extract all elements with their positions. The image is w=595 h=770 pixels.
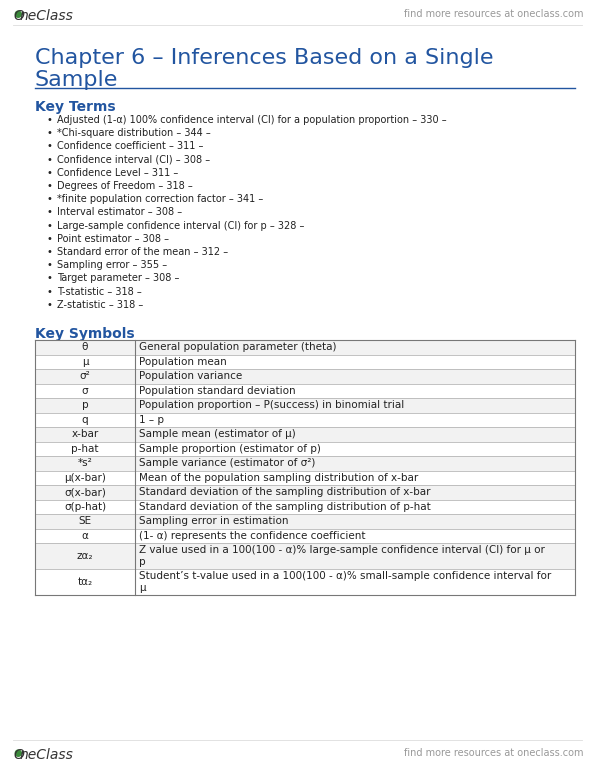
Text: Population proportion – P(success) in binomial trial: Population proportion – P(success) in bi… (139, 400, 404, 410)
Bar (35, 398, 575, 413)
Text: Sampling error – 355 –: Sampling error – 355 – (57, 260, 167, 270)
Text: •: • (47, 155, 53, 165)
Text: Key Symbols: Key Symbols (35, 327, 134, 341)
Bar (35, 514, 575, 528)
Text: σ(p-hat): σ(p-hat) (64, 502, 106, 512)
Text: Population variance: Population variance (139, 371, 242, 381)
Text: Confidence Level – 311 –: Confidence Level – 311 – (57, 168, 178, 178)
Bar (35, 340, 575, 354)
Bar (35, 569, 575, 595)
Text: Adjusted (1-α) 100% confidence interval (CI) for a population proportion – 330 –: Adjusted (1-α) 100% confidence interval … (57, 115, 447, 125)
Text: Sampling error in estimation: Sampling error in estimation (139, 516, 289, 526)
Bar (35, 354, 575, 369)
Text: p: p (82, 400, 88, 410)
Text: zα₂: zα₂ (77, 551, 93, 561)
Text: σ: σ (82, 386, 88, 396)
Text: μ(x-bar): μ(x-bar) (64, 473, 106, 483)
Text: Z-statistic – 318 –: Z-statistic – 318 – (57, 300, 143, 310)
Text: 1 – p: 1 – p (139, 415, 164, 425)
Text: Target parameter – 308 –: Target parameter – 308 – (57, 273, 179, 283)
Bar (35, 456, 575, 470)
Text: Confidence coefficient – 311 –: Confidence coefficient – 311 – (57, 142, 203, 152)
Bar (35, 441, 575, 456)
Text: Standard deviation of the sampling distribution of x-bar: Standard deviation of the sampling distr… (139, 487, 431, 497)
Text: Sample variance (estimator of σ²): Sample variance (estimator of σ²) (139, 458, 315, 468)
Bar (35, 470, 575, 485)
Text: *finite population correction factor – 341 –: *finite population correction factor – 3… (57, 194, 263, 204)
Text: find more resources at oneclass.com: find more resources at oneclass.com (403, 9, 583, 19)
Text: θ: θ (82, 342, 88, 352)
Text: •: • (47, 286, 53, 296)
Text: •: • (47, 142, 53, 152)
Bar (35, 543, 575, 569)
Text: Chapter 6 – Inferences Based on a Single: Chapter 6 – Inferences Based on a Single (35, 48, 493, 68)
Text: •: • (47, 115, 53, 125)
Text: α: α (82, 531, 89, 541)
Text: O: O (13, 9, 24, 23)
Text: SE: SE (79, 516, 92, 526)
Text: •: • (47, 260, 53, 270)
Text: x-bar: x-bar (71, 429, 99, 439)
Text: Interval estimator – 308 –: Interval estimator – 308 – (57, 207, 182, 217)
Text: Sample mean (estimator of μ): Sample mean (estimator of μ) (139, 429, 296, 439)
Text: Key Terms: Key Terms (35, 100, 115, 114)
Text: q: q (82, 415, 88, 425)
Text: Confidence interval (CI) – 308 –: Confidence interval (CI) – 308 – (57, 155, 210, 165)
Text: Degrees of Freedom – 318 –: Degrees of Freedom – 318 – (57, 181, 193, 191)
Bar (35, 383, 575, 398)
Text: Sample: Sample (35, 70, 118, 90)
Text: Standard deviation of the sampling distribution of p-hat: Standard deviation of the sampling distr… (139, 502, 431, 512)
Bar (35, 369, 575, 383)
Text: O: O (13, 748, 24, 762)
Text: p-hat: p-hat (71, 444, 99, 454)
Text: •: • (47, 128, 53, 138)
Text: Large-sample confidence interval (CI) for p – 328 –: Large-sample confidence interval (CI) fo… (57, 220, 305, 230)
Bar (35, 485, 575, 500)
Text: •: • (47, 300, 53, 310)
Text: •: • (47, 168, 53, 178)
Text: σ(x-bar): σ(x-bar) (64, 487, 106, 497)
Text: T-statistic – 318 –: T-statistic – 318 – (57, 286, 142, 296)
Text: μ: μ (82, 357, 88, 367)
Text: ●: ● (13, 9, 21, 19)
Text: •: • (47, 194, 53, 204)
Text: •: • (47, 220, 53, 230)
Bar (35, 528, 575, 543)
Text: Mean of the population sampling distribution of x-bar: Mean of the population sampling distribu… (139, 473, 418, 483)
Bar (35, 427, 575, 441)
Text: Point estimator – 308 –: Point estimator – 308 – (57, 234, 169, 244)
Text: neClass: neClass (20, 9, 74, 23)
Text: •: • (47, 273, 53, 283)
Text: ●: ● (13, 748, 21, 758)
Text: Standard error of the mean – 312 –: Standard error of the mean – 312 – (57, 247, 228, 257)
Text: •: • (47, 247, 53, 257)
Bar (35, 500, 575, 514)
Text: Z value used in a 100(100 - α)% large-sample confidence interval (CI) for μ or
p: Z value used in a 100(100 - α)% large-sa… (139, 545, 545, 567)
Text: (1- α) represents the confidence coefficient: (1- α) represents the confidence coeffic… (139, 531, 365, 541)
Text: Population mean: Population mean (139, 357, 227, 367)
Text: •: • (47, 207, 53, 217)
Text: General population parameter (theta): General population parameter (theta) (139, 342, 337, 352)
Text: tα₂: tα₂ (77, 577, 93, 587)
Text: *s²: *s² (77, 458, 92, 468)
Text: Sample proportion (estimator of p): Sample proportion (estimator of p) (139, 444, 321, 454)
Text: Student’s t-value used in a 100(100 - α)% small-sample confidence interval for
μ: Student’s t-value used in a 100(100 - α)… (139, 571, 551, 593)
Text: *Chi-square distribution – 344 –: *Chi-square distribution – 344 – (57, 128, 211, 138)
Text: Population standard deviation: Population standard deviation (139, 386, 296, 396)
Text: neClass: neClass (20, 748, 74, 762)
Text: σ²: σ² (80, 371, 90, 381)
Text: •: • (47, 181, 53, 191)
Bar (35, 413, 575, 427)
Text: find more resources at oneclass.com: find more resources at oneclass.com (403, 748, 583, 758)
Text: •: • (47, 234, 53, 244)
